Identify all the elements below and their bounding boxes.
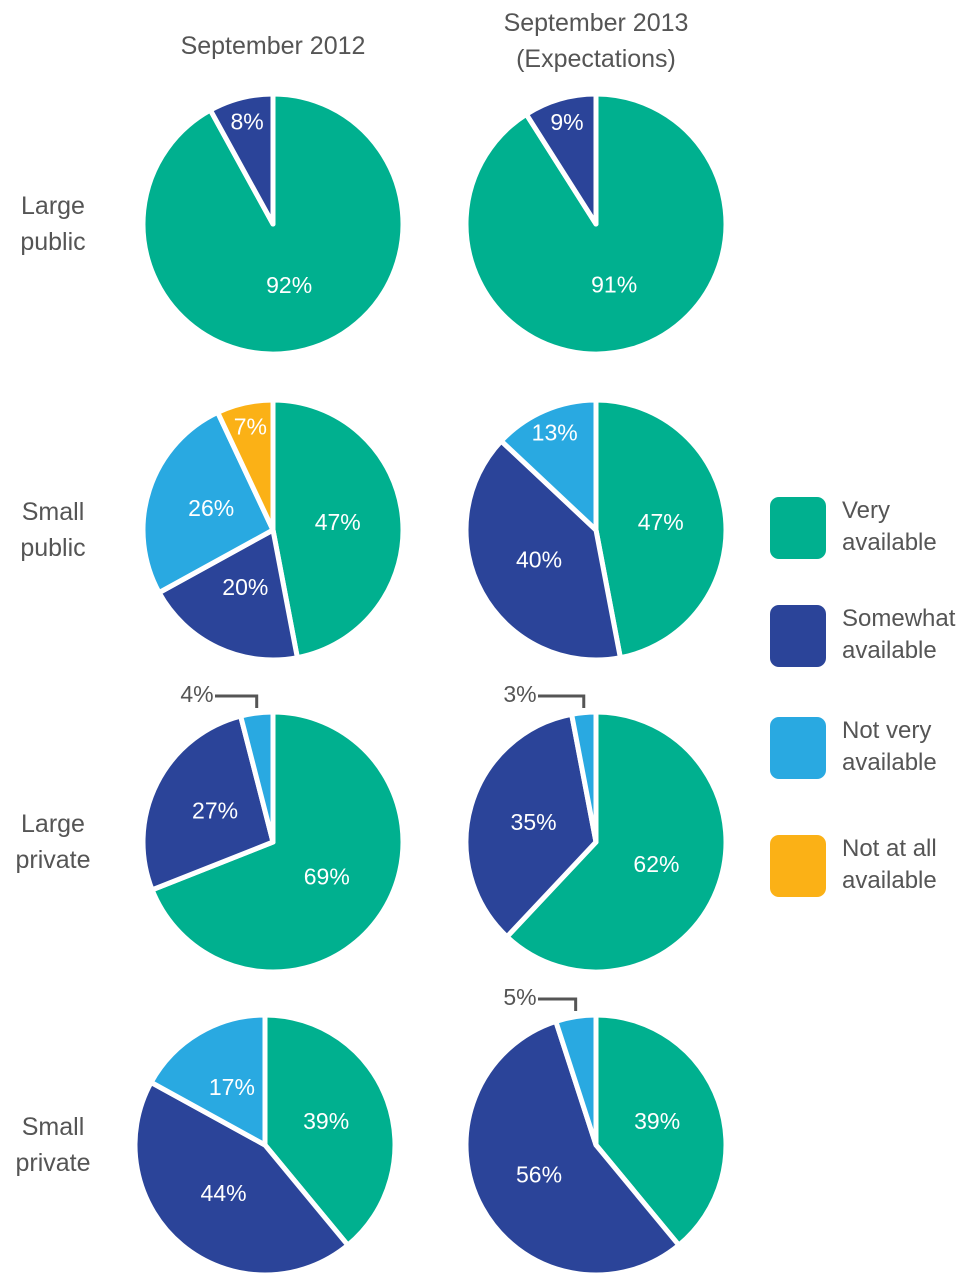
pie-slice [207, 91, 276, 227]
data-label: 17% [209, 1074, 255, 1100]
data-label: 40% [516, 546, 562, 572]
pie-slice [140, 409, 276, 596]
pie-slice [238, 709, 276, 845]
pie-slice [148, 1012, 268, 1148]
pie-slice [262, 1012, 398, 1248]
legend-swatch [770, 497, 826, 559]
data-label: 5% [503, 984, 536, 1010]
data-label: 9% [550, 109, 583, 135]
data-label: 39% [634, 1108, 680, 1134]
legend-swatch [770, 605, 826, 667]
legend-label: Not at all available [842, 835, 937, 894]
legend-label: Somewhat available [842, 605, 956, 664]
legend-swatch [770, 717, 826, 779]
leader-line [215, 694, 259, 708]
data-label: 56% [516, 1161, 562, 1187]
column-title: September 2012 [180, 32, 366, 60]
row-label: Large private [15, 810, 91, 874]
data-label: 44% [201, 1180, 247, 1206]
pie-slice [593, 1012, 729, 1248]
pie-slice [498, 397, 599, 533]
row-label: Small public [20, 498, 86, 562]
legend-label: Very available [842, 497, 937, 556]
pie-slice [463, 711, 599, 940]
pie-slice [463, 1018, 682, 1278]
data-label: 39% [303, 1108, 349, 1134]
leader-line [538, 997, 578, 1011]
data-label: 35% [511, 809, 557, 835]
pie-slice [569, 709, 599, 845]
data-label: 20% [222, 574, 268, 600]
data-label: 7% [234, 414, 267, 440]
data-label: 27% [192, 798, 238, 824]
pie-slice [140, 91, 406, 357]
pie-slice [270, 397, 406, 661]
pie-slice [593, 397, 729, 661]
pie-slice [463, 438, 623, 663]
data-label: 92% [266, 272, 312, 298]
pie-slice [149, 709, 406, 975]
data-label: 3% [503, 681, 536, 707]
pie-slice [463, 91, 729, 357]
data-label: 4% [180, 681, 213, 707]
data-label: 8% [231, 108, 264, 134]
data-label: 62% [633, 851, 679, 877]
pie-slice [132, 1079, 351, 1278]
data-label: 69% [304, 864, 350, 890]
row-label: Small private [15, 1113, 91, 1177]
pie-slice [156, 527, 300, 663]
pie-slice [140, 713, 276, 893]
column-title: September 2013 (Expectations) [503, 9, 689, 73]
pie-slice [504, 709, 729, 975]
data-label: 26% [188, 495, 234, 521]
leader-line [538, 694, 586, 708]
pie-slice [553, 1012, 599, 1148]
pie-slice [523, 91, 599, 227]
legend-label: Not very available [842, 717, 937, 776]
data-label: 47% [315, 509, 361, 535]
data-label: 91% [591, 271, 637, 297]
data-label: 47% [638, 509, 684, 535]
legend-swatch [770, 835, 826, 897]
data-label: 13% [532, 420, 578, 446]
pie-slice [215, 397, 276, 533]
row-label: Large public [20, 192, 86, 256]
